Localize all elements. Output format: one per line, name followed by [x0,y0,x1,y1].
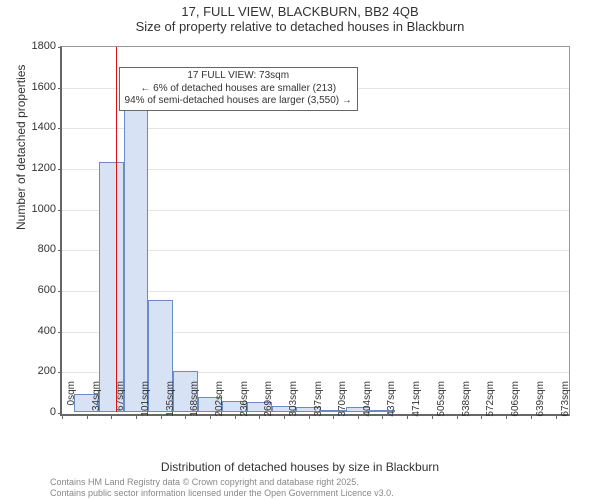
annotation-line3: 94% of semi-detached houses are larger (… [125,95,352,108]
xtick-label: 370sqm [337,381,348,421]
ytick-mark [58,332,62,333]
footer-line2: Contains public sector information licen… [50,488,394,498]
xtick-mark [506,415,507,419]
xtick-label: 269sqm [263,381,274,421]
ytick-label: 400 [16,325,56,337]
xtick-label: 236sqm [239,381,250,421]
xtick-label: 639sqm [535,381,546,421]
ytick-mark [58,128,62,129]
xtick-mark [235,415,236,419]
ytick-mark [58,169,62,170]
ytick-label: 1800 [16,40,56,52]
ytick-mark [58,250,62,251]
footer-attribution: Contains HM Land Registry data © Crown c… [50,477,394,498]
xtick-label: 673sqm [560,381,571,421]
xtick-mark [111,415,112,419]
ytick-label: 600 [16,284,56,296]
ytick-mark [58,47,62,48]
xtick-mark [382,415,383,419]
xtick-label: 471sqm [411,381,422,421]
xtick-mark [136,415,137,419]
xtick-label: 0sqm [66,381,77,421]
annotation-box: 17 FULL VIEW: 73sqm← 6% of detached hous… [119,67,358,111]
xtick-label: 135sqm [165,381,176,421]
ytick-label: 0 [16,406,56,418]
ytick-label: 800 [16,243,56,255]
footer-line1: Contains HM Land Registry data © Crown c… [50,477,394,487]
xtick-mark [309,415,310,419]
plot-region: 0sqm34sqm67sqm101sqm135sqm168sqm202sqm23… [60,46,570,416]
xtick-label: 101sqm [140,381,151,421]
xtick-mark [185,415,186,419]
histogram-bar [99,162,124,412]
xtick-label: 34sqm [91,381,102,421]
xtick-label: 67sqm [115,381,126,421]
histogram-bar [124,107,148,412]
annotation-line2: ← 6% of detached houses are smaller (213… [125,83,352,96]
xtick-mark [358,415,359,419]
ytick-label: 200 [16,365,56,377]
xtick-mark [161,415,162,419]
ytick-mark [58,88,62,89]
xtick-mark [284,415,285,419]
xtick-mark [457,415,458,419]
xtick-mark [210,415,211,419]
property-marker-line [116,47,117,412]
xtick-label: 303sqm [288,381,299,421]
xtick-label: 202sqm [214,381,225,421]
title-line1: 17, FULL VIEW, BLACKBURN, BB2 4QB [0,4,600,19]
xtick-mark [432,415,433,419]
xtick-label: 337sqm [313,381,324,421]
xtick-mark [87,415,88,419]
ytick-mark [58,413,62,414]
xtick-mark [333,415,334,419]
xtick-label: 505sqm [436,381,447,421]
annotation-line1: 17 FULL VIEW: 73sqm [125,70,352,83]
xtick-label: 606sqm [510,381,521,421]
xtick-mark [556,415,557,419]
xtick-mark [531,415,532,419]
xtick-label: 404sqm [362,381,373,421]
xtick-label: 538sqm [461,381,472,421]
xtick-label: 437sqm [386,381,397,421]
y-axis-label: Number of detached properties [14,65,28,230]
xtick-mark [407,415,408,419]
xtick-mark [62,415,63,419]
xtick-label: 168sqm [189,381,200,421]
chart-area: 0sqm34sqm67sqm101sqm135sqm168sqm202sqm23… [60,46,570,416]
xtick-mark [481,415,482,419]
x-axis-label: Distribution of detached houses by size … [0,460,600,474]
xtick-label: 572sqm [485,381,496,421]
ytick-mark [58,210,62,211]
chart-title: 17, FULL VIEW, BLACKBURN, BB2 4QB Size o… [0,0,600,34]
title-line2: Size of property relative to detached ho… [0,19,600,34]
ytick-mark [58,291,62,292]
ytick-mark [58,372,62,373]
xtick-mark [259,415,260,419]
